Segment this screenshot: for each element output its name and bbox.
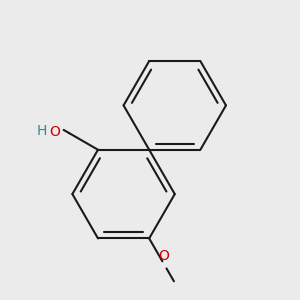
Text: H: H [37,124,47,138]
Text: O: O [49,124,60,139]
Text: O: O [159,249,170,263]
